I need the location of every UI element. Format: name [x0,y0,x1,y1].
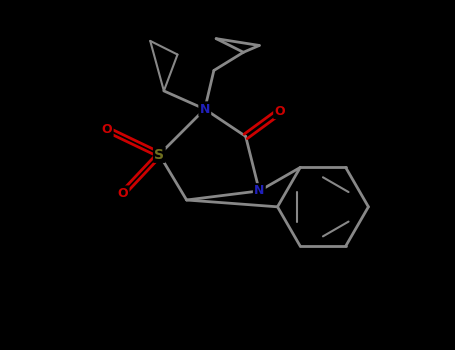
Text: O: O [274,105,285,118]
Text: O: O [118,187,128,200]
Text: S: S [154,148,164,162]
Text: N: N [200,103,210,116]
Text: O: O [102,123,112,136]
Text: N: N [254,184,264,197]
